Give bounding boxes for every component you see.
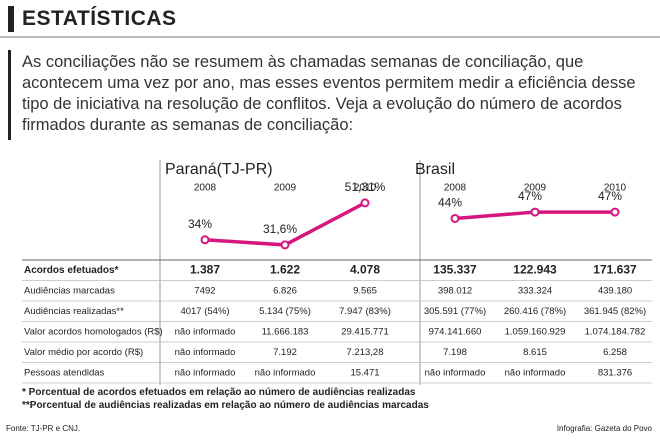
- table-cell: 7.192: [273, 347, 297, 358]
- table-cell: 4017 (54%): [180, 306, 229, 317]
- point: [280, 240, 290, 250]
- data-label: 51,31%: [345, 180, 386, 194]
- x-tick-label: 2008: [444, 183, 467, 194]
- table-cell: 135.337: [433, 262, 477, 276]
- table-cell: 260.416 (78%): [504, 306, 566, 317]
- data-label: 34%: [188, 217, 212, 231]
- table-cell: 1.074.184.782: [585, 326, 646, 337]
- table-cell: 439.180: [598, 285, 632, 296]
- header-title: ESTATÍSTICAS: [22, 7, 177, 30]
- data-label: 47%: [598, 189, 622, 203]
- table-cell: 305.591 (77%): [424, 306, 486, 317]
- point: [610, 207, 620, 217]
- row-label: Valor médio por acordo (R$): [24, 347, 143, 358]
- table-cell: 29.415.771: [341, 326, 389, 337]
- table-cell: 9.565: [353, 285, 377, 296]
- intro-bar: [8, 50, 11, 140]
- x-tick-label: 2008: [194, 183, 217, 194]
- point: [450, 213, 460, 223]
- credit: Infografia: Gazeta do Povo: [556, 424, 652, 433]
- table-cell: 7.198: [443, 347, 467, 358]
- table-cell: 1.622: [270, 262, 300, 276]
- x-tick-label: 2009: [274, 183, 297, 194]
- source: Fonte: TJ-PR e CNJ.: [6, 424, 81, 433]
- table-cell: 171.637: [593, 262, 637, 276]
- table-cell: 361.945 (82%): [584, 306, 646, 317]
- x-tick-label: 2009: [524, 183, 547, 194]
- row-label: Valor acordos homologados (R$): [24, 326, 163, 337]
- table-cell: 5.134 (75%): [259, 306, 311, 317]
- row-label: Pessoas atendidas: [24, 367, 105, 378]
- x-tick-label: 2010: [604, 183, 627, 194]
- x-tick-label: 2010: [354, 183, 377, 194]
- table-cell: 7.947 (83%): [339, 306, 391, 317]
- table-cell: 398.012: [438, 285, 472, 296]
- table-cell: não informado: [505, 367, 566, 378]
- table-cell: 6.258: [603, 347, 627, 358]
- row-label: Audiências realizadas**: [24, 306, 124, 317]
- table-cell: 8.615: [523, 347, 547, 358]
- point: [530, 207, 540, 217]
- table-cell: 6.826: [273, 285, 297, 296]
- intro-text: As conciliações não se resumem às chamad…: [22, 53, 636, 134]
- table-cell: 7.213,28: [347, 347, 384, 358]
- header: [0, 0, 660, 38]
- table-cell: 4.078: [350, 262, 380, 276]
- data-label: 31,6%: [263, 222, 297, 236]
- table-cell: não informado: [425, 367, 486, 378]
- table-cell: 1.059.160.929: [505, 326, 566, 337]
- table-cell: 1.387: [190, 262, 220, 276]
- point: [200, 235, 210, 245]
- table-cell: não informado: [175, 347, 236, 358]
- table-cell: 333.324: [518, 285, 552, 296]
- data-label: 44%: [438, 196, 462, 210]
- table-cell: 7492: [194, 285, 215, 296]
- table-cell: 974.141.660: [429, 326, 482, 337]
- table-cell: não informado: [255, 367, 316, 378]
- data-label: 47%: [518, 189, 542, 203]
- footnote: * Porcentual de acordos efetuados em rel…: [22, 387, 416, 398]
- table-cell: 15.471: [350, 367, 379, 378]
- table-cell: não informado: [175, 367, 236, 378]
- point: [360, 198, 370, 208]
- table-cell: não informado: [175, 326, 236, 337]
- chart-title: Paraná(TJ-PR): [165, 161, 273, 178]
- table-cell: 122.943: [513, 262, 557, 276]
- header-bar: [8, 6, 14, 32]
- row-label: Audiências marcadas: [24, 285, 115, 296]
- chart-title: Brasil: [415, 161, 455, 178]
- table-cell: 831.376: [598, 367, 632, 378]
- row-label: Acordos efetuados*: [24, 265, 119, 276]
- table-cell: 11.666.183: [262, 326, 309, 337]
- footnote: **Porcentual de audiências realizadas em…: [22, 400, 429, 411]
